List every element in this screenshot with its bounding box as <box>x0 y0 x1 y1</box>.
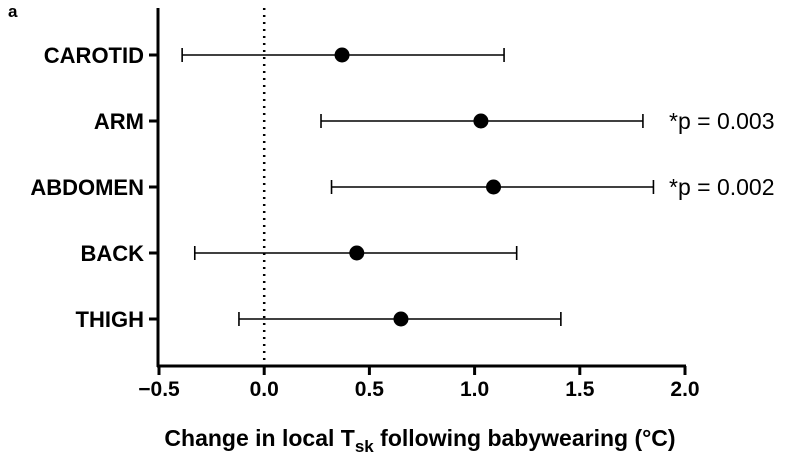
panel-label: a <box>8 2 18 21</box>
category-label: ABDOMEN <box>30 175 144 200</box>
x-tick-label: 1.5 <box>565 378 595 401</box>
data-point <box>335 48 350 63</box>
x-tick-label: 2.0 <box>670 378 699 401</box>
data-point <box>473 114 488 129</box>
plot-area: −0.5 0.0 0.5 1.0 1.5 2.0 CAROTID ARM *p = 0.003 A… <box>30 8 774 401</box>
category-label: THIGH <box>76 307 144 332</box>
x-axis-title: Change in local Tsk following babywearin… <box>164 425 675 456</box>
x-axis-title-main: Change in local T <box>164 425 354 451</box>
x-axis-title-rest: following babywearing (°C) <box>374 425 676 451</box>
category-label: CAROTID <box>44 43 144 68</box>
significance-annotation: *p = 0.002 <box>669 174 775 200</box>
x-tick-label: −0.5 <box>138 378 180 401</box>
data-point <box>349 246 364 261</box>
significance-annotation: *p = 0.003 <box>669 108 775 134</box>
category-label: BACK <box>80 241 144 266</box>
category-label: ARM <box>94 109 144 134</box>
data-point <box>393 312 408 327</box>
x-tick-label: 0.0 <box>250 378 279 401</box>
x-tick-label: 1.0 <box>460 378 489 401</box>
data-point <box>486 180 501 195</box>
x-axis-title-subscript: sk <box>355 437 374 456</box>
x-tick-label: 0.5 <box>355 378 385 401</box>
